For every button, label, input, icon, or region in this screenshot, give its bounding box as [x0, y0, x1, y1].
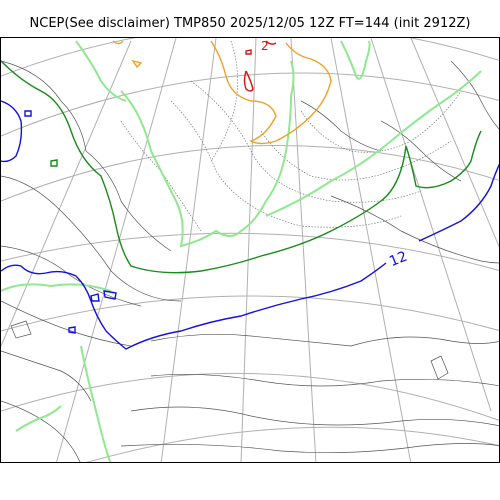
dotted-isoline	[170, 100, 402, 228]
coastlines	[1, 60, 499, 462]
longitude-line	[290, 38, 317, 462]
latitude-line	[1, 232, 499, 271]
map-canvas: 12 2	[1, 38, 499, 462]
latitude-line	[1, 372, 499, 421]
latitude-line	[1, 295, 499, 332]
longitude-line	[330, 38, 412, 462]
coastline	[330, 195, 499, 264]
coastline	[150, 373, 499, 387]
longitude-line	[160, 38, 217, 462]
isotherm-blue	[103, 290, 117, 300]
isotherm-blue	[1, 100, 23, 163]
isotherm-orange	[131, 59, 143, 69]
coastline	[380, 120, 462, 182]
isotherm-blue	[24, 110, 32, 117]
coastline	[1, 60, 172, 252]
dotted-isoline	[210, 40, 238, 162]
isotherm-light-green	[15, 405, 62, 432]
coastline	[10, 320, 32, 339]
coastline	[1, 175, 182, 302]
longitude-line	[410, 38, 499, 248]
isotherm-light-green	[75, 40, 127, 102]
orange-isotherms	[112, 40, 332, 145]
isotherm-orange	[210, 40, 332, 145]
dark-green-isotherms	[1, 60, 482, 274]
coastline	[150, 333, 499, 347]
blue-isotherms	[1, 100, 499, 350]
isotherm-light-green	[80, 345, 112, 462]
isotherm-red	[265, 40, 277, 45]
isotherm-light-green	[340, 40, 371, 80]
graticule	[1, 38, 499, 462]
longitude-line	[240, 38, 257, 462]
map-title: NCEP(See disclaimer) TMP850 2025/12/05 1…	[29, 16, 471, 31]
dotted-isoline	[260, 130, 452, 181]
isotherm-dark-green	[50, 159, 58, 167]
isotherm-blue	[68, 326, 76, 334]
contour-label-blue: 12	[387, 249, 410, 271]
dotted-isolines	[120, 40, 462, 232]
isotherm-red	[245, 49, 252, 55]
isotherm-light-green	[1, 283, 112, 292]
isotherm-red	[243, 70, 254, 92]
coastline	[430, 355, 449, 380]
isotherm-light-green	[120, 60, 295, 248]
dotted-isoline	[120, 120, 202, 232]
isotherm-blue	[90, 293, 100, 302]
coastline	[450, 60, 499, 130]
light-green-isotherms	[1, 40, 482, 462]
coastline	[130, 406, 499, 426]
coastline	[1, 400, 81, 462]
isotherm-blue	[418, 163, 499, 242]
latitude-line	[1, 38, 499, 77]
coastline	[120, 443, 499, 454]
latitude-line	[86, 426, 499, 462]
coastline	[1, 245, 142, 307]
coastline	[300, 100, 382, 152]
coastline	[1, 350, 92, 402]
longitude-line	[56, 38, 177, 462]
red-isotherms	[243, 40, 277, 92]
isotherm-dark-green	[1, 60, 482, 274]
isotherm-blue	[1, 262, 387, 350]
coastline	[1, 300, 132, 347]
longitude-line	[370, 38, 492, 412]
latitude-line	[1, 72, 499, 137]
isotherm-light-green	[265, 70, 482, 217]
contour-label-red: 2	[261, 39, 269, 53]
isotherm-orange	[112, 40, 124, 45]
dotted-isoline	[190, 80, 422, 203]
weather-map: 12 2	[0, 37, 500, 463]
latitude-line	[1, 144, 499, 202]
